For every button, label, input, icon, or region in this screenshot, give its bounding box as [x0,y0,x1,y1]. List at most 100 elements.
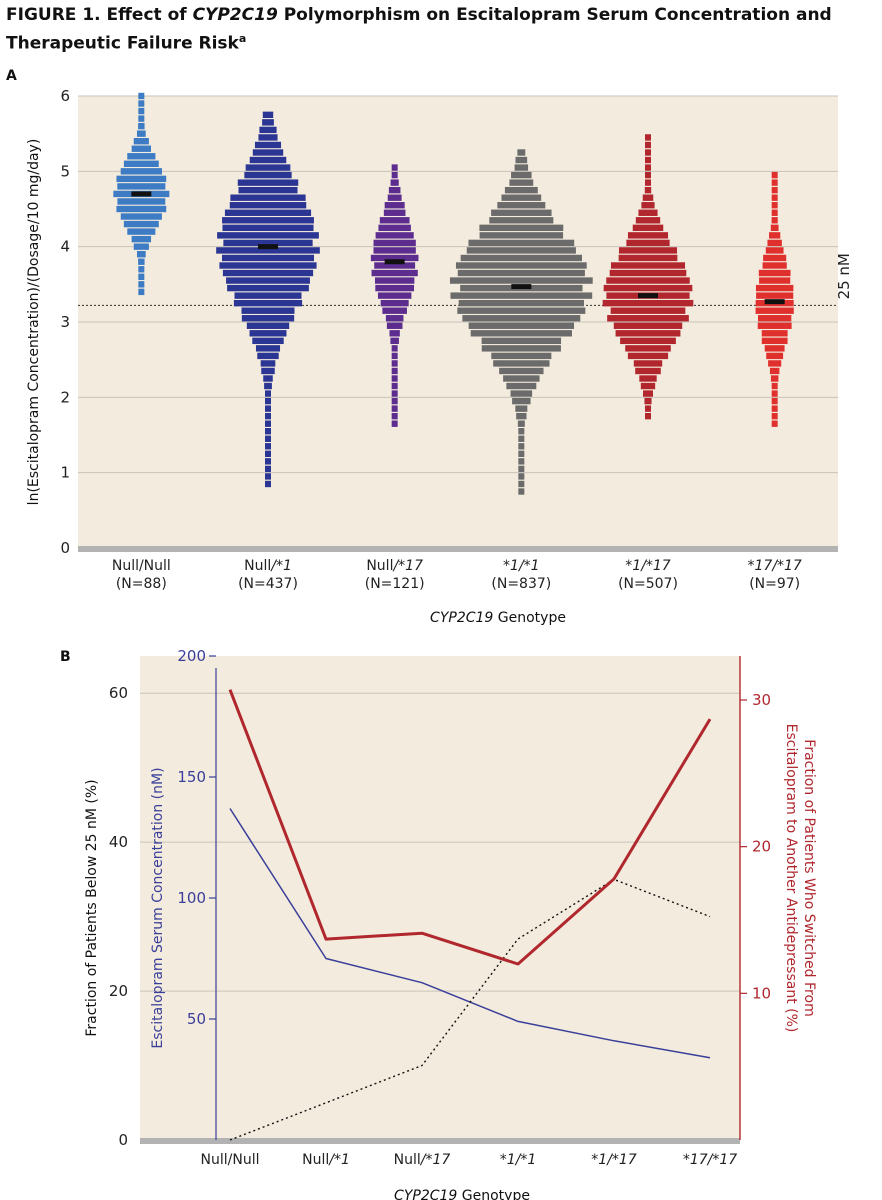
x-category-count: (N=507) [618,576,678,592]
data-point-group [499,367,544,375]
data-point-group [260,360,276,367]
x-category-label: *17/*17 [747,558,801,574]
data-point-group [457,269,585,277]
data-point-group [503,375,540,382]
data-point-group [449,277,593,284]
data-point-group [265,435,271,442]
y-tick-label: 5 [60,162,70,180]
data-point-group [771,405,778,412]
data-point-group [504,186,538,194]
data-point-group [262,111,274,119]
data-point-group [390,337,399,345]
figure-title: FIGURE 1. Effect of CYP2C19 Polymorphism… [6,4,878,56]
y-tick-label: 2 [60,388,70,406]
data-point-group [764,345,785,352]
data-point-group [761,337,788,345]
data-point-group [138,115,145,122]
data-point-group [258,134,278,141]
x-category-label: Null/*17 [366,558,423,574]
data-point-group [383,209,406,216]
data-point-group [518,443,525,450]
data-point-group [468,239,575,247]
data-point-group [641,202,655,209]
data-point-group [116,205,167,213]
data-point-group [518,480,525,488]
data-point-group [771,420,778,427]
data-point-group [379,217,410,224]
data-point-group [481,345,561,352]
data-point-group [771,382,778,390]
x-axis-bar [78,546,838,552]
data-point-group [388,186,401,194]
data-point-group [479,224,564,232]
data-point-group [759,277,791,284]
x-category-label: Null/Null [201,1152,260,1168]
panel-b-label: B [60,649,71,665]
data-point-group [518,435,525,442]
data-point-group [626,239,670,247]
data-point-group [510,390,533,397]
data-point-group [216,247,320,254]
data-point-group [645,141,651,149]
data-point-group [265,405,271,412]
data-point-group [138,92,145,100]
data-point-group [373,247,416,254]
data-point-group [241,315,295,322]
data-point-group [635,217,661,224]
data-point-group [138,273,145,280]
data-point-group [375,232,414,239]
data-point-group [771,390,778,397]
x-category-label: Null/*1 [302,1152,350,1168]
data-point-group [371,269,418,277]
data-point-group [391,171,398,179]
data-point-group [133,243,149,250]
data-point-group [518,458,525,465]
data-point-group [643,390,653,397]
data-point-group [264,382,272,390]
data-point-group [618,254,678,262]
data-point-group [450,292,593,299]
data-point-group [642,194,654,201]
data-point-group [390,179,399,186]
x-category-label: Null/Null [112,558,171,574]
data-point-group [771,179,778,186]
figure-title-pre: Effect of [106,5,193,25]
data-point-group [229,202,307,209]
data-point-group [518,465,525,473]
data-point-group [493,360,550,367]
data-point-group [645,134,651,141]
data-point-group [644,186,652,194]
data-point-group [512,397,531,405]
data-point-group [770,375,779,382]
data-point-group [221,254,315,262]
data-point-group [455,262,587,269]
data-point-group [627,232,669,239]
x-category-label: Null/*1 [244,558,292,574]
median-marker [384,259,405,265]
data-point-group [222,217,314,224]
y-tick-label: 4 [60,238,70,256]
x-category-count: (N=437) [238,576,298,592]
data-point-group [127,153,156,160]
data-point-group [385,315,404,322]
data-point-group [131,235,152,243]
median-marker [131,191,152,197]
data-point-group [638,209,658,216]
data-point-group [458,299,584,307]
data-point-group [460,254,582,262]
data-point-group [391,375,398,382]
data-point-group [466,247,576,254]
data-point-group [391,360,398,367]
data-point-group [515,156,528,164]
data-point-group [610,307,686,314]
data-point-group [769,367,780,375]
x-category-label: *1/*17 [591,1152,637,1168]
data-point-group [391,397,398,405]
x-axis-bar [140,1138,740,1144]
data-point-group [613,322,683,329]
x-category-label: *1/*17 [625,558,671,574]
data-point-group [227,284,309,292]
panel-a-beeswarm-chart: 0 1 2 3 4 5 6 25 nM ln(Escitalopram Concentratio… [26,87,853,626]
data-point-group [481,337,562,345]
data-point-group [391,412,398,420]
